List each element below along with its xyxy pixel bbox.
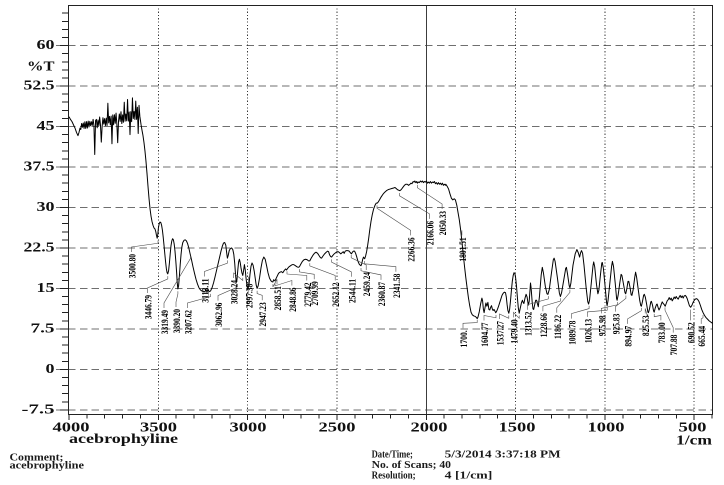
svg-text:acebrophyline: acebrophyline bbox=[10, 461, 85, 472]
svg-text:690.52: 690.52 bbox=[688, 322, 698, 343]
svg-text:Date/Time;: Date/Time; bbox=[372, 450, 413, 461]
svg-text:2266.36: 2266.36 bbox=[408, 237, 418, 261]
svg-text:2779.42: 2779.42 bbox=[304, 282, 314, 306]
svg-text:4 [1/cm]: 4 [1/cm] bbox=[445, 471, 493, 482]
svg-text:0: 0 bbox=[46, 361, 55, 376]
svg-text:3113.11: 3113.11 bbox=[202, 278, 212, 302]
svg-text:2500: 2500 bbox=[319, 420, 356, 435]
svg-text:707.88: 707.88 bbox=[670, 334, 680, 355]
svg-text:1700.: 1700. bbox=[460, 330, 470, 347]
svg-text:2050.33: 2050.33 bbox=[439, 211, 449, 235]
svg-text:2360.87: 2360.87 bbox=[378, 282, 388, 306]
svg-text:1/cm: 1/cm bbox=[676, 433, 713, 448]
svg-text:1537.27: 1537.27 bbox=[497, 321, 507, 345]
svg-text:7.5: 7.5 bbox=[31, 320, 55, 335]
svg-text:acebrophyline: acebrophyline bbox=[69, 432, 178, 447]
svg-text:2000: 2000 bbox=[411, 420, 448, 435]
svg-text:1089.78: 1089.78 bbox=[569, 320, 579, 344]
svg-text:4000: 4000 bbox=[53, 420, 90, 435]
svg-text:1186.22: 1186.22 bbox=[554, 315, 564, 339]
svg-text:30: 30 bbox=[37, 199, 55, 214]
svg-text:783.00: 783.00 bbox=[658, 322, 668, 343]
svg-text:2997.38: 2997.38 bbox=[246, 284, 256, 308]
svg-text:2709.99: 2709.99 bbox=[311, 281, 321, 305]
svg-text:2848.86: 2848.86 bbox=[289, 287, 299, 311]
svg-text:1313.52: 1313.52 bbox=[524, 312, 534, 336]
svg-text:1000: 1000 bbox=[588, 420, 625, 435]
svg-text:22.5: 22.5 bbox=[24, 239, 55, 254]
svg-text:1604.77: 1604.77 bbox=[481, 322, 491, 346]
svg-text:3000: 3000 bbox=[230, 420, 267, 435]
svg-text:1026.13: 1026.13 bbox=[584, 319, 594, 343]
svg-text:%T: %T bbox=[27, 59, 55, 74]
svg-text:2947.23: 2947.23 bbox=[259, 302, 269, 326]
svg-text:3319.49: 3319.49 bbox=[161, 310, 171, 334]
svg-text:1801.51: 1801.51 bbox=[459, 237, 469, 261]
svg-text:1479.40: 1479.40 bbox=[511, 319, 521, 343]
svg-text:Comment;: Comment; bbox=[10, 453, 64, 464]
svg-text:15: 15 bbox=[37, 280, 55, 295]
svg-text:1500: 1500 bbox=[499, 420, 536, 435]
svg-text:3062.96: 3062.96 bbox=[215, 302, 225, 326]
svg-text:894.97: 894.97 bbox=[625, 326, 635, 347]
svg-text:60: 60 bbox=[37, 37, 55, 52]
svg-text:37.5: 37.5 bbox=[24, 158, 55, 173]
svg-text:3390.20: 3390.20 bbox=[173, 309, 183, 333]
svg-text:52.5: 52.5 bbox=[24, 78, 55, 93]
svg-text:-7.5: -7.5 bbox=[22, 401, 55, 416]
svg-text:No. of Scans; 40: No. of Scans; 40 bbox=[372, 460, 451, 471]
svg-text:1228.66: 1228.66 bbox=[540, 313, 550, 337]
svg-text:3446.79: 3446.79 bbox=[145, 295, 155, 319]
svg-text:975.98: 975.98 bbox=[598, 315, 608, 336]
svg-text:45: 45 bbox=[37, 118, 55, 133]
svg-text:2544.11: 2544.11 bbox=[348, 279, 358, 303]
svg-text:925.83: 925.83 bbox=[612, 313, 622, 334]
svg-text:825.53: 825.53 bbox=[642, 315, 652, 336]
svg-text:Resolution;: Resolution; bbox=[372, 471, 416, 482]
svg-text:2858.51: 2858.51 bbox=[274, 286, 284, 310]
svg-text:500: 500 bbox=[679, 420, 707, 435]
svg-text:2166.06: 2166.06 bbox=[427, 221, 437, 245]
svg-text:2459.24: 2459.24 bbox=[363, 272, 373, 296]
svg-text:3028.24: 3028.24 bbox=[231, 280, 241, 304]
svg-text:3500: 3500 bbox=[140, 420, 177, 435]
svg-text:2341.58: 2341.58 bbox=[393, 274, 403, 298]
svg-text:665.44: 665.44 bbox=[698, 326, 708, 347]
svg-text:3207.62: 3207.62 bbox=[185, 310, 195, 334]
svg-text:5/3/2014 3:37:18 PM: 5/3/2014 3:37:18 PM bbox=[445, 450, 562, 461]
svg-text:2652.12: 2652.12 bbox=[332, 282, 342, 306]
svg-text:3500.80: 3500.80 bbox=[129, 254, 139, 278]
